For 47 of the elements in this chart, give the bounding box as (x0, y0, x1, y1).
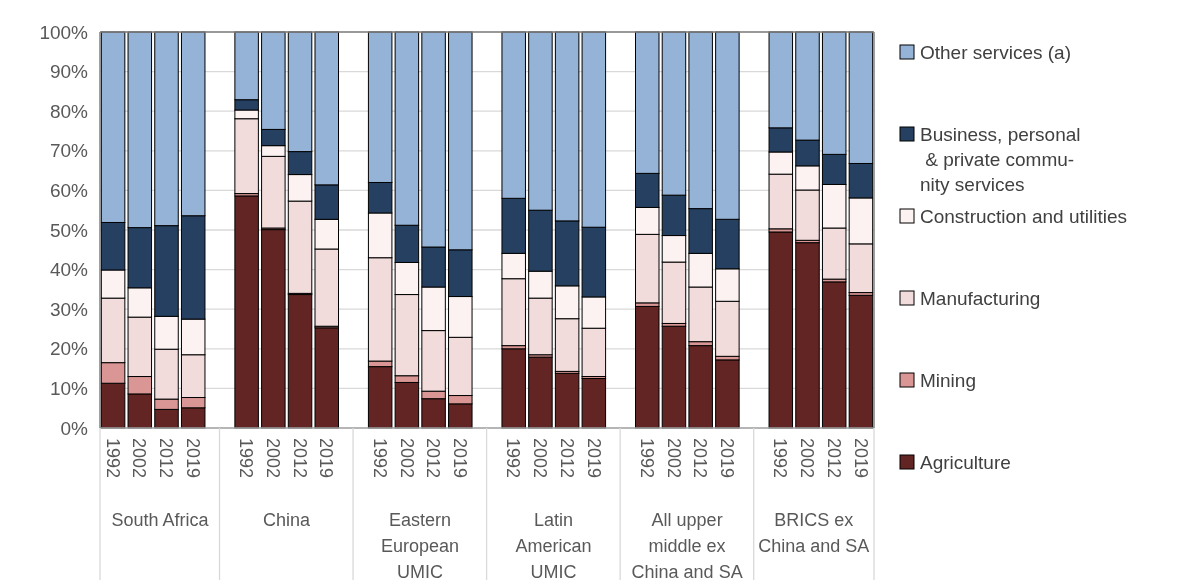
x-tick-label: 1992 (236, 438, 257, 479)
x-tick-label: 2012 (823, 438, 844, 479)
legend-label: Other services (a) (920, 41, 1071, 63)
x-tick-label: 2012 (690, 438, 711, 479)
x-tick-label: 2002 (263, 438, 284, 479)
text: BRICS ex China and SA (758, 510, 870, 556)
x-tick-label: 2019 (316, 438, 337, 479)
y-tick-label: 0% (60, 417, 89, 439)
x-tick-label: 2012 (156, 438, 177, 479)
y-tick-label: 20% (49, 338, 89, 360)
x-tick-label: 2002 (129, 438, 150, 479)
y-tick-label: 100% (39, 21, 89, 43)
x-tick-label: 2002 (530, 438, 551, 479)
x-tick-label: 1992 (770, 438, 791, 479)
legend-label: Business, personal & private commu- nity services (920, 123, 1081, 195)
text: Latin American UMIC (515, 510, 592, 580)
x-tick-label: 1992 (102, 438, 123, 479)
x-tick-label: 2012 (423, 438, 444, 479)
x-tick-label: 2019 (717, 438, 738, 479)
y-tick-label: 50% (49, 219, 89, 241)
legend-label: Construction and utilities (920, 205, 1127, 227)
legend-label: Mining (920, 369, 976, 391)
legend-label: Agriculture (920, 451, 1011, 473)
x-tick-label: 1992 (503, 438, 524, 479)
x-tick-label: 2019 (583, 438, 604, 479)
text: South Africa (111, 510, 210, 530)
y-tick-label: 60% (49, 180, 89, 202)
y-tick-label: 90% (49, 61, 89, 83)
x-tick-label: 2019 (449, 438, 470, 479)
x-tick-label: 2019 (850, 438, 871, 479)
text: All upper middle ex China and SA (631, 510, 743, 580)
y-tick-label: 30% (49, 298, 89, 320)
x-tick-label: 2002 (396, 438, 417, 479)
text: Eastern European UMIC (380, 510, 460, 580)
x-tick-label: 1992 (636, 438, 657, 479)
legend-label: Manufacturing (920, 287, 1041, 309)
x-tick-label: 2002 (797, 438, 818, 479)
y-tick-label: 40% (49, 259, 89, 281)
x-tick-label: 2002 (663, 438, 684, 479)
y-tick-label: 70% (49, 140, 89, 162)
x-tick-label: 1992 (369, 438, 390, 479)
y-tick-label: 10% (49, 378, 89, 400)
text: China (262, 510, 311, 530)
x-tick-label: 2019 (182, 438, 203, 479)
x-tick-label: 2012 (556, 438, 577, 479)
y-tick-label: 80% (49, 100, 89, 122)
x-tick-label: 2012 (289, 438, 310, 479)
